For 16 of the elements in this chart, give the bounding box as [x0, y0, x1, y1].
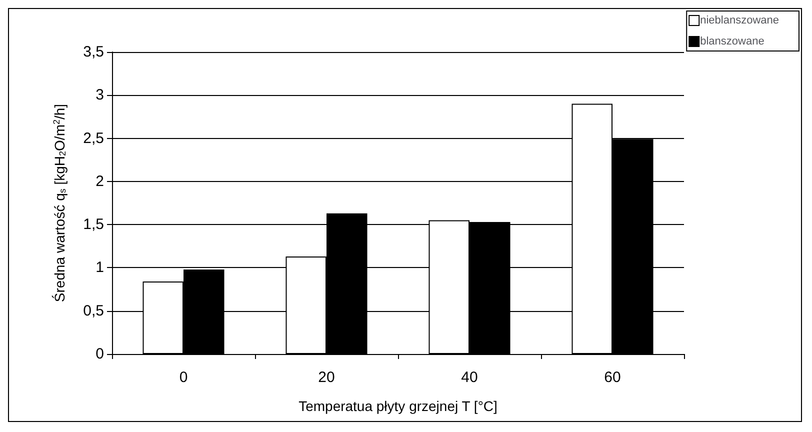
y-tick-label: 0 [96, 346, 104, 362]
y-tick-label: 3 [96, 86, 104, 104]
y-tick-label: 2,5 [83, 130, 104, 147]
x-tick-label: 60 [604, 369, 621, 386]
y-tick-label: 3,5 [83, 44, 104, 60]
x-tick-label: 40 [461, 369, 478, 386]
y-tick-label: 1,5 [83, 216, 104, 234]
x-tick-label: 0 [179, 369, 188, 386]
y-axis-title: Średna wartość qs [kgH2O/m2/h] [52, 104, 68, 302]
legend-label: nieblanszowane [700, 14, 779, 26]
y-tick-label: 1 [96, 259, 104, 276]
legend-label: blanszowane [700, 36, 764, 48]
y-tick-label: 0,5 [83, 302, 104, 320]
y-tick-label: 2 [96, 172, 104, 190]
x-axis-title: Temperatua płyty grzejnej T [°C] [298, 398, 498, 414]
x-tick-label: 20 [318, 369, 335, 386]
